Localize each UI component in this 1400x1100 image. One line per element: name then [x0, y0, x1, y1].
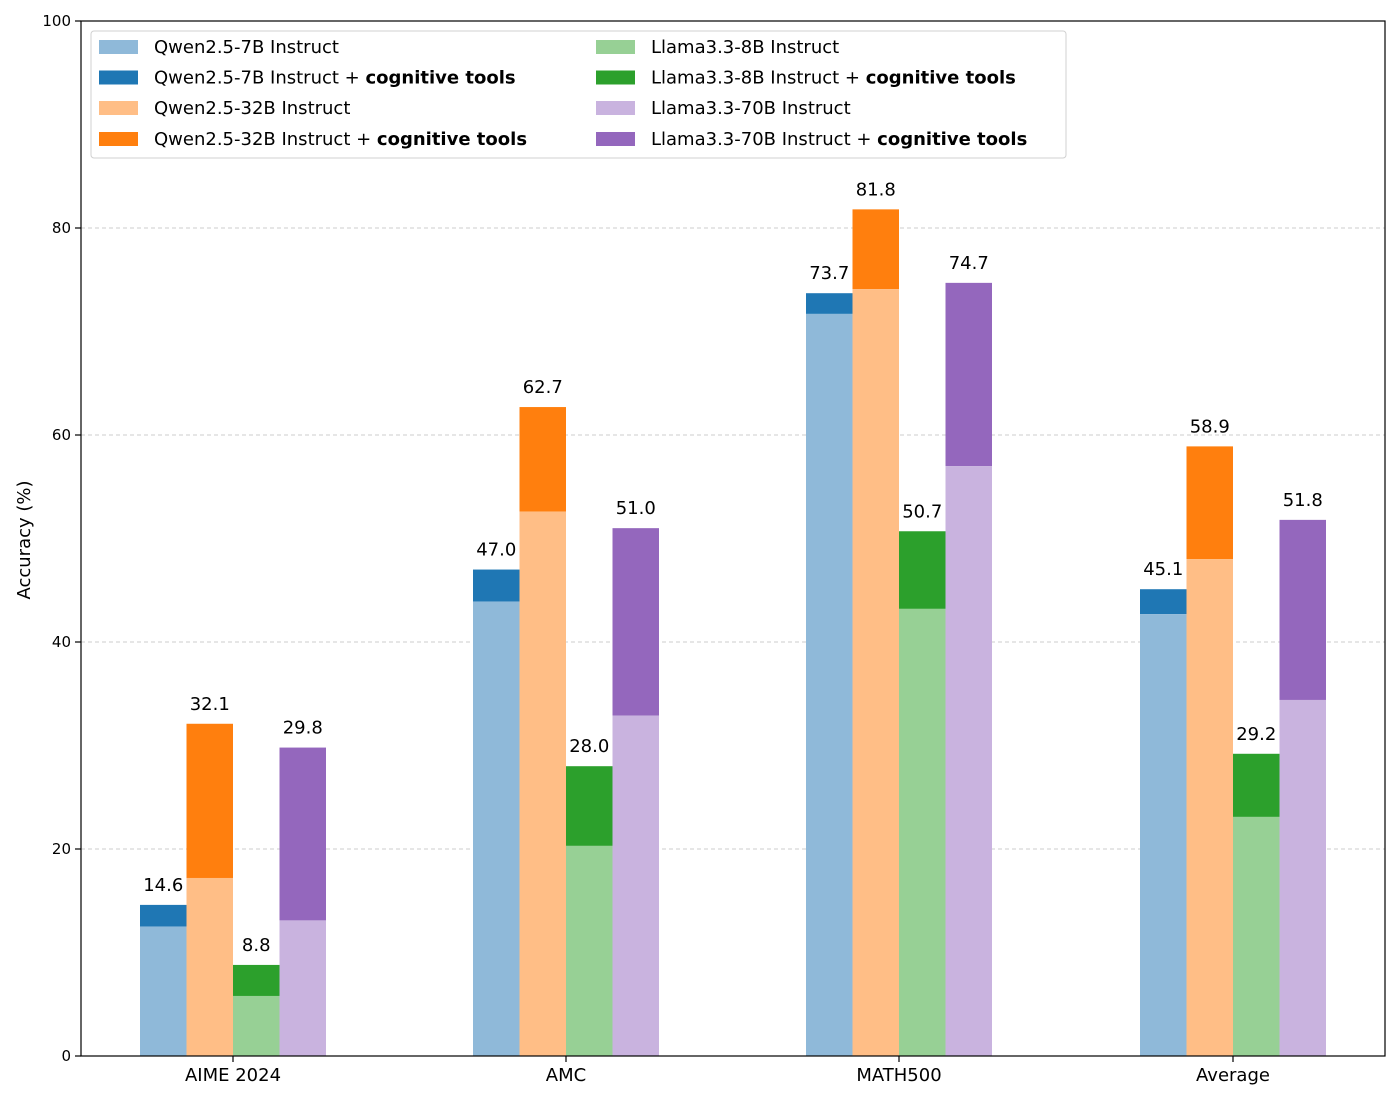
- bar-base-segment: [612, 715, 659, 1056]
- legend-entry-label: Llama3.3-70B Instruct: [651, 98, 851, 119]
- y-tick-label: 60: [52, 426, 71, 444]
- legend-swatch: [99, 40, 138, 54]
- bar-base-segment: [473, 601, 520, 1056]
- bar-tools-segment: [1279, 519, 1326, 700]
- bar-tools-segment: [519, 407, 566, 512]
- bar-base-segment: [140, 926, 187, 1056]
- bar-base-segment: [233, 995, 280, 1056]
- bar-tools-segment: [1233, 753, 1280, 817]
- bar-tools-segment: [233, 964, 280, 996]
- bar-base-segment: [945, 466, 992, 1056]
- bar-tools-segment: [140, 904, 187, 927]
- legend-swatch: [99, 101, 138, 115]
- y-tick-label: 20: [52, 840, 71, 858]
- legend-entry-prefix: Llama3.3-8B Instruct +: [651, 68, 866, 89]
- bar-tools-segment: [612, 528, 659, 716]
- bar-base-segment: [1233, 816, 1280, 1056]
- bar-tools-segment: [279, 747, 326, 921]
- legend-entry-bold: cognitive tools: [877, 129, 1027, 150]
- legend-swatch: [596, 70, 635, 85]
- legend-entry-label: Qwen2.5-7B Instruct: [154, 37, 339, 58]
- bar-tools-segment: [852, 209, 899, 290]
- y-tick-label: 100: [42, 12, 71, 30]
- bar-value-label: 51.8: [1283, 490, 1323, 511]
- bar-value-label: 29.8: [283, 718, 323, 739]
- legend-entry-bold: cognitive tools: [377, 129, 527, 150]
- y-tick-label: 0: [61, 1047, 71, 1065]
- legend-swatch: [596, 132, 635, 146]
- legend-entry-prefix: Llama3.3-70B Instruct +: [651, 129, 877, 150]
- legend-swatch: [596, 40, 635, 54]
- bars: [140, 209, 1326, 1057]
- legend-entry-label: Llama3.3-70B Instruct + cognitive tools: [651, 129, 1027, 150]
- bar-value-label: 51.0: [616, 498, 656, 519]
- bar-base-segment: [852, 289, 899, 1056]
- bar-value-label: 29.2: [1236, 724, 1276, 745]
- bar-value-label: 58.9: [1190, 416, 1230, 437]
- bar-value-label: 74.7: [949, 253, 989, 274]
- bar-value-label: 32.1: [190, 694, 230, 715]
- bar-tools-segment: [899, 531, 946, 609]
- bar-tools-segment: [186, 723, 233, 878]
- bar-tools-segment: [1186, 446, 1233, 560]
- y-tick-label: 80: [52, 219, 71, 237]
- bar-value-label: 8.8: [242, 935, 271, 956]
- bar-base-segment: [899, 608, 946, 1056]
- bar-tools-segment: [473, 569, 520, 602]
- legend-swatch: [99, 70, 138, 85]
- legend-entry-label: Qwen2.5-7B Instruct + cognitive tools: [154, 68, 516, 89]
- bar-value-label: 62.7: [523, 377, 563, 398]
- x-tick-label: AMC: [546, 1065, 586, 1086]
- legend-entry-prefix: Qwen2.5-32B Instruct +: [154, 129, 377, 150]
- legend-entry-label: Qwen2.5-32B Instruct: [154, 98, 350, 119]
- bar-base-segment: [566, 845, 613, 1056]
- legend-swatch: [596, 101, 635, 115]
- x-tick-label: MATH500: [856, 1065, 941, 1086]
- legend-entry-label: Qwen2.5-32B Instruct + cognitive tools: [154, 129, 527, 150]
- legend-box: [90, 30, 1067, 159]
- bar-base-segment: [806, 313, 853, 1056]
- bar-base-segment: [1140, 614, 1187, 1056]
- bar-tools-segment: [566, 766, 613, 846]
- bar-value-label: 28.0: [569, 736, 609, 757]
- legend-entry-label: Llama3.3-8B Instruct + cognitive tools: [651, 68, 1016, 89]
- bar-value-label: 45.1: [1143, 559, 1183, 580]
- bar-tools-segment: [1140, 589, 1187, 615]
- bar-value-label: 50.7: [902, 501, 942, 522]
- bar-value-label: 81.8: [856, 179, 896, 200]
- legend: Qwen2.5-7B Instruct Qwen2.5-7B Instruct +…: [90, 30, 1067, 159]
- legend-entry-prefix: Qwen2.5-7B Instruct +: [154, 68, 365, 89]
- axes: 0 20 40 60 80 100 AIME 2024 AMC MATH500 Average: [42, 12, 1270, 1086]
- legend-swatch: [99, 132, 138, 146]
- y-tick-label: 40: [52, 633, 71, 651]
- data-labels: 14.6 32.1 8.8 29.8 47.0 62.7 28.0 51.0 73.7 81.8 5…: [143, 179, 1323, 956]
- bar-base-segment: [1279, 699, 1326, 1056]
- bar-value-label: 14.6: [143, 875, 183, 896]
- bar-value-label: 47.0: [476, 540, 516, 561]
- bar-base-segment: [186, 877, 233, 1056]
- y-axis-title: Accuracy (%): [14, 480, 35, 599]
- bar-base-segment: [279, 920, 326, 1056]
- plot-frame: [80, 20, 1386, 1057]
- legend-entry-label: Llama3.3-8B Instruct: [651, 37, 839, 58]
- bar-tools-segment: [945, 282, 992, 467]
- x-tick-label: Average: [1196, 1065, 1270, 1086]
- bar-base-segment: [519, 511, 566, 1057]
- bar-base-segment: [1186, 559, 1233, 1056]
- x-tick-label: AIME 2024: [185, 1065, 281, 1086]
- legend-entry-bold: cognitive tools: [866, 68, 1016, 89]
- bar-value-label: 73.7: [809, 263, 849, 284]
- legend-entry-bold: cognitive tools: [365, 68, 515, 89]
- bar-tools-segment: [806, 293, 853, 314]
